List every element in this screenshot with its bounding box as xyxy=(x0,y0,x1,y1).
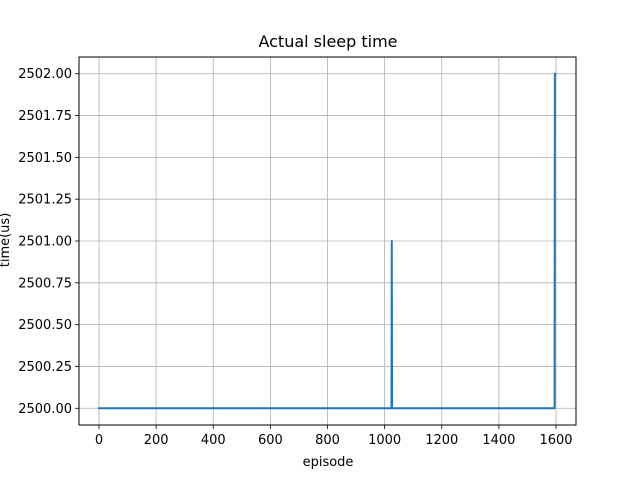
y-tick-label: 2501.25 xyxy=(18,193,72,208)
y-tick-label: 2500.75 xyxy=(18,276,72,291)
x-axis: 0 200 400 600 800 1000 1200 1400 1600 xyxy=(95,425,573,448)
x-tick-label: 1000 xyxy=(368,433,401,448)
y-tick-label: 2501.50 xyxy=(18,151,72,166)
y-tick-label: 2500.25 xyxy=(18,360,72,375)
x-tick-label: 800 xyxy=(315,433,340,448)
x-tick-label: 400 xyxy=(201,433,226,448)
x-tick-label: 600 xyxy=(258,433,283,448)
y-tick-label: 2500.00 xyxy=(18,402,72,417)
y-tick-label: 2500.50 xyxy=(18,318,72,333)
x-axis-label: episode xyxy=(303,455,354,470)
grid-lines xyxy=(79,57,576,425)
series-line xyxy=(97,72,557,410)
series-group xyxy=(97,72,557,410)
y-tick-label: 2501.00 xyxy=(18,235,72,250)
x-tick-label: 1600 xyxy=(539,433,572,448)
x-tick-label: 200 xyxy=(144,433,169,448)
y-tick-label: 2501.75 xyxy=(18,109,72,124)
x-tick-label: 1400 xyxy=(482,433,515,448)
y-axis-label: time(us) xyxy=(0,213,13,268)
y-axis: 2500.00 2500.25 2500.50 2500.75 2501.00 2501.… xyxy=(18,67,79,417)
x-tick-label: 1200 xyxy=(425,433,458,448)
x-tick-label: 0 xyxy=(95,433,103,448)
chart-title: Actual sleep time xyxy=(258,32,397,51)
y-tick-label: 2502.00 xyxy=(18,67,72,82)
